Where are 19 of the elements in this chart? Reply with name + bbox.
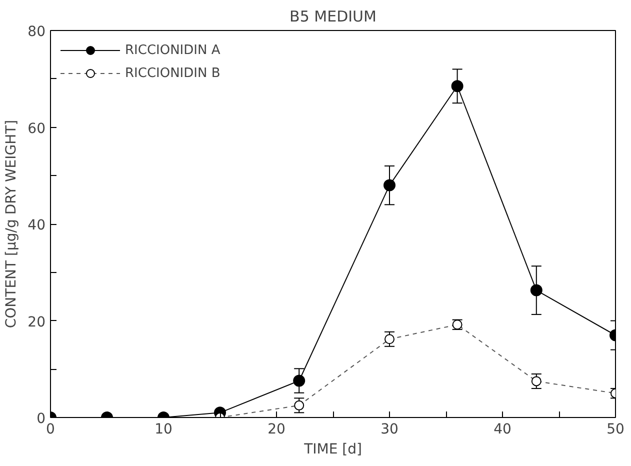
y-tick-label: 20 — [28, 314, 46, 330]
x-tick-label: 40 — [494, 422, 512, 438]
y-tick-label: 60 — [28, 120, 46, 137]
legend-label: RICCIONIDIN A — [125, 42, 220, 58]
y-tick-label: 80 — [28, 24, 46, 40]
point — [293, 374, 306, 387]
x-tick-label: 50 — [606, 422, 624, 438]
x-axis-title: TIME [d] — [303, 442, 362, 458]
x-tick-label: 10 — [154, 422, 172, 438]
legend-label: RICCIONIDIN B — [125, 66, 220, 80]
y-axis-title: CONTENT [µg/g DRY WEIGHT] — [4, 120, 20, 328]
y-tick-label: 40 — [28, 218, 46, 234]
x-tick-label: 20 — [268, 422, 286, 438]
point — [530, 284, 542, 296]
x-tick-label: 30 — [380, 422, 398, 438]
point — [451, 80, 464, 92]
y-tick-label: 0 — [36, 411, 46, 427]
chart-title: B5 MEDIUM — [290, 8, 376, 26]
point — [384, 179, 396, 192]
